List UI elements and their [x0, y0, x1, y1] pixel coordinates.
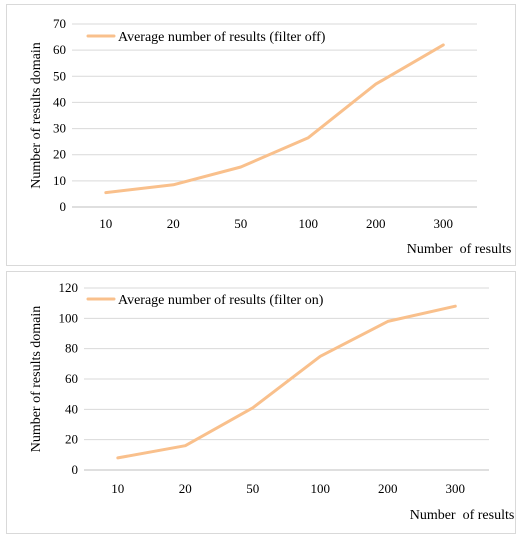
x-tick-label: 300 [446, 481, 466, 496]
x-tick-label: 200 [378, 481, 398, 496]
y-tick-label: 120 [59, 280, 79, 295]
x-tick-label: 50 [234, 216, 247, 231]
y-tick-label: 0 [60, 199, 67, 214]
legend-label: Average number of results (filter on) [118, 293, 324, 308]
x-tick-label: 10 [111, 481, 124, 496]
y-tick-label: 60 [53, 42, 66, 57]
y-tick-label: 20 [53, 147, 66, 162]
legend-label: Average number of results (filter off) [118, 30, 326, 45]
y-tick-label: 30 [53, 121, 66, 136]
x-axis-title: Number of results [407, 242, 512, 257]
x-tick-label: 100 [299, 216, 319, 231]
x-tick-label: 20 [167, 216, 180, 231]
y-tick-label: 0 [72, 462, 79, 477]
y-tick-label: 40 [53, 94, 66, 109]
y-tick-label: 20 [65, 432, 78, 447]
x-tick-label: 200 [366, 216, 386, 231]
x-tick-label: 300 [434, 216, 454, 231]
y-tick-label: 60 [65, 371, 78, 386]
line-chart-filter-on: 0 20 40 60 80 100 120 10 20 50 100 200 300 Average nu… [29, 280, 515, 523]
y-axis-title: Number of results domain [29, 42, 44, 189]
x-axis-title: Number of results [410, 508, 515, 523]
y-tick-label: 50 [53, 68, 66, 83]
x-tick-label: 20 [179, 481, 192, 496]
y-tick-label: 10 [53, 173, 66, 188]
y-tick-label: 80 [65, 341, 78, 356]
line-chart-filter-off: 0 10 20 30 40 50 60 70 10 20 50 100 200 300 Average nu… [29, 16, 512, 257]
chart-panel-filter-on: 0 20 40 60 80 100 120 10 20 50 100 200 300 Average nu… [6, 271, 516, 534]
y-tick-label: 70 [53, 16, 66, 31]
series-line [104, 43, 445, 195]
y-axis-title: Number of results domain [29, 306, 44, 453]
chart-panel-filter-off: 0 10 20 30 40 50 60 70 10 20 50 100 200 300 Average nu… [6, 4, 516, 266]
series-line [116, 304, 457, 460]
y-tick-label: 40 [65, 401, 78, 416]
x-tick-label: 50 [246, 481, 259, 496]
y-tick-label: 100 [59, 310, 79, 325]
x-tick-label: 100 [311, 481, 331, 496]
x-tick-label: 10 [99, 216, 112, 231]
